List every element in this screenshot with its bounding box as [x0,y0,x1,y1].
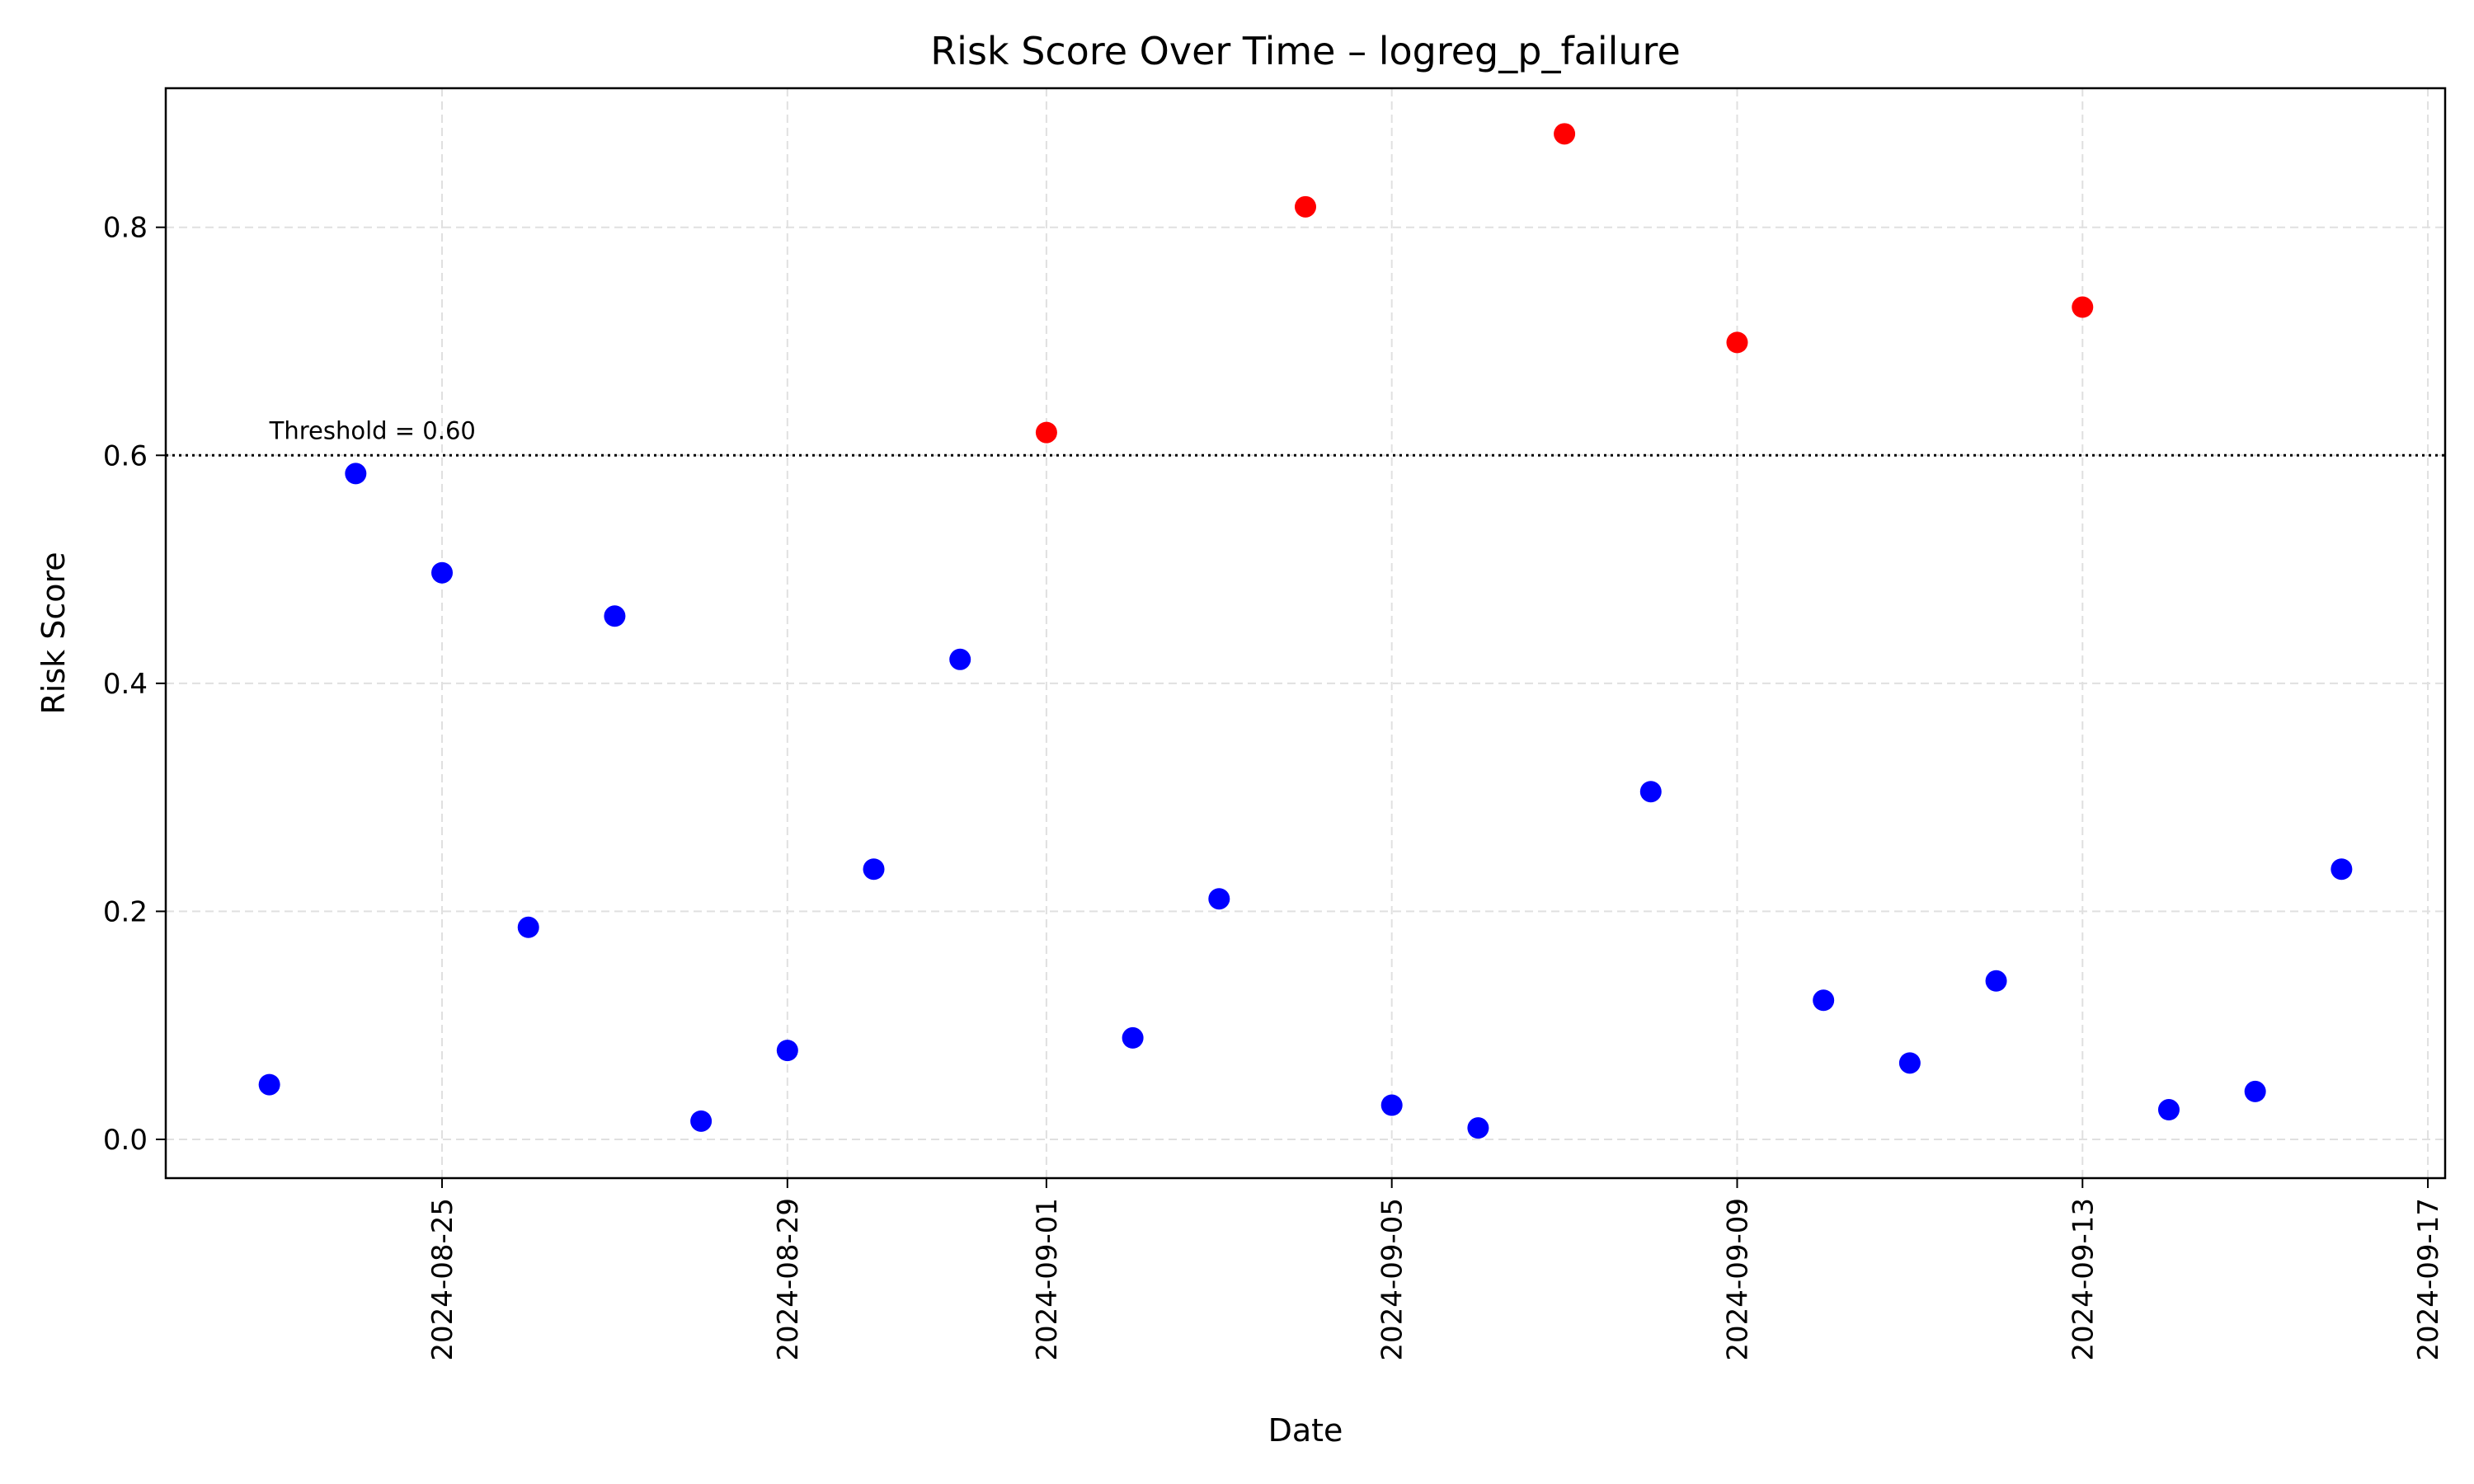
x-tick-label: 2024-09-09 [1721,1198,1754,1361]
y-tick-label: 0.4 [103,668,148,701]
data-point [1898,1052,1921,1074]
data-point [1813,989,1835,1012]
data-point [1295,195,1316,218]
data-point [863,858,885,881]
points-layer [258,123,2353,1139]
data-point [949,648,971,670]
x-axis-label: Date [1268,1412,1343,1449]
x-tick-label: 2024-09-17 [2412,1198,2445,1361]
data-point [2072,296,2094,318]
y-axis-label: Risk Score [35,552,72,714]
threshold-layer: Threshold = 0.60 [166,416,2445,457]
x-tick-label: 2024-08-29 [772,1198,805,1361]
y-tick-label: 0.8 [103,212,148,245]
y-tick-label: 0.2 [103,895,148,928]
data-point [1122,1026,1144,1049]
data-point [258,1073,280,1096]
grid-layer [166,88,2445,1178]
threshold-label: Threshold = 0.60 [269,416,476,444]
data-point [604,605,626,627]
x-tick-label: 2024-08-25 [426,1198,459,1361]
data-point [1985,970,2007,992]
y-tick-label: 0.0 [103,1124,148,1157]
axes-layer: 0.0 0.2 0.4 0.6 0.8 2024-08-25 2024-08-29 2024-… [103,212,2445,1361]
data-point [2331,858,2353,881]
y-tick-label: 0.6 [103,439,148,472]
data-point [1639,781,1662,803]
data-point [1726,331,1748,354]
x-tick-label: 2024-09-01 [1031,1198,1064,1361]
data-point [2157,1099,2180,1121]
plot-frame [164,87,2447,1180]
chart-title: Risk Score Over Time – logreg_p_failure [930,29,1681,73]
x-tick-label: 2024-09-05 [1376,1198,1409,1361]
data-point [345,463,367,485]
data-point [431,561,454,584]
data-point [1554,123,1576,145]
data-point [1208,888,1230,910]
data-point [776,1040,798,1062]
data-point [1467,1117,1489,1139]
x-tick-label: 2024-09-13 [2067,1198,2100,1361]
data-point [2244,1080,2266,1102]
data-point [1035,421,1057,444]
data-point [690,1110,713,1132]
data-point [517,916,539,938]
data-point [1380,1094,1403,1116]
